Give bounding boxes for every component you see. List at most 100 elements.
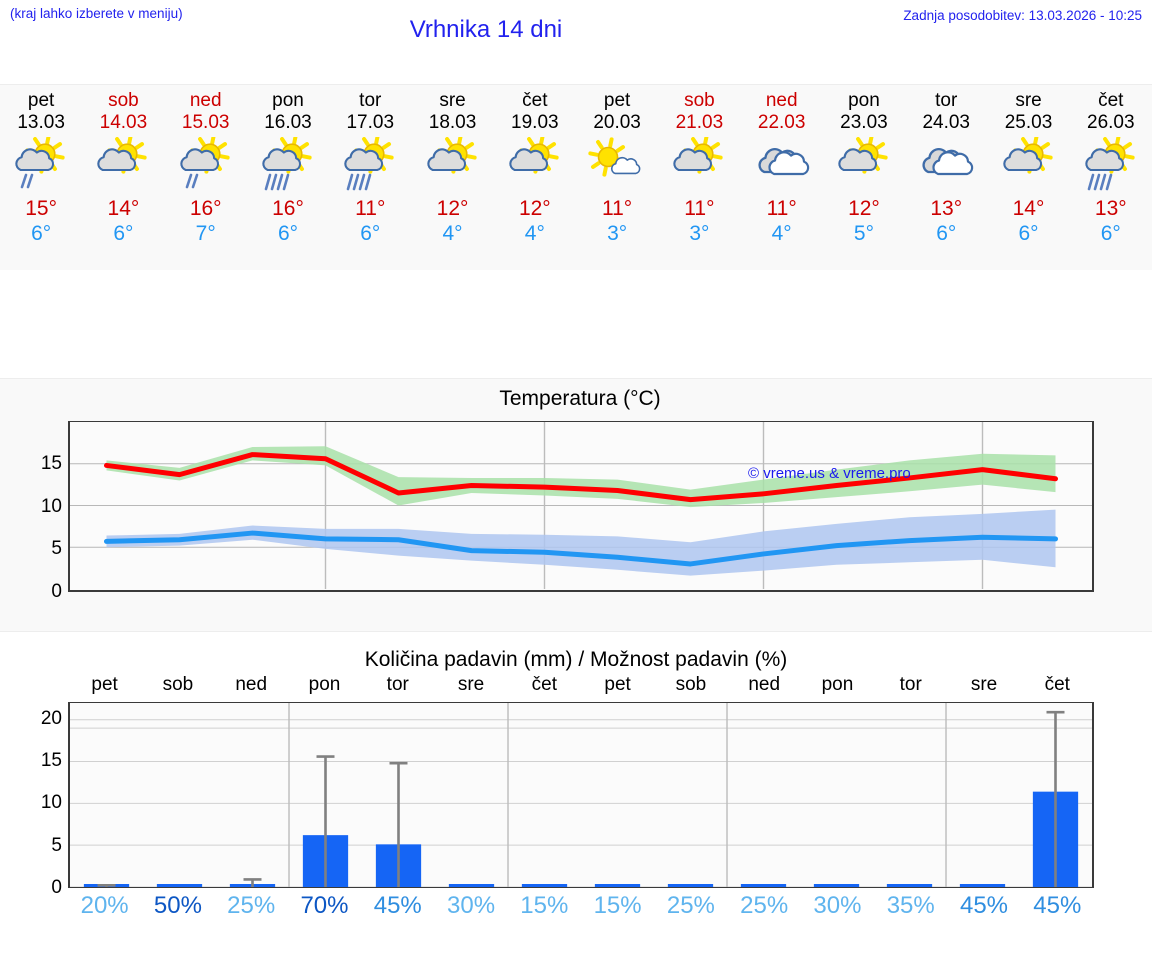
day-column-18-03[interactable]: sre 18.03 12° 4° [411, 85, 493, 270]
temperature-y-tick: 5 [51, 538, 62, 560]
day-max-temperature: 13° [1094, 197, 1127, 220]
day-min-temperature: 6° [277, 222, 299, 245]
partly-sunny-icon [1000, 135, 1058, 195]
day-date-label: 24.03 [922, 112, 970, 133]
temperature-band-0 [106, 446, 1056, 508]
cloudy-icon [917, 135, 975, 195]
day-min-temperature: 3° [607, 222, 628, 245]
day-of-week-label: čet [522, 90, 548, 111]
day-column-19-03[interactable]: čet 19.03 12° 4° [494, 85, 576, 270]
day-of-week-label: čet [1098, 90, 1124, 111]
cloudy-icon [753, 135, 811, 195]
day-date-label: 17.03 [346, 112, 395, 133]
precipitation-probability-label: 45% [1033, 892, 1082, 919]
day-column-17-03[interactable]: tor 17.03 11° 6° [329, 85, 411, 270]
precipitation-y-axis-labels: 0 5 10 15 20 [0, 702, 62, 898]
day-date-label: 23.03 [840, 112, 888, 133]
day-min-temperature: 6° [1100, 222, 1121, 245]
temperature-y-tick: 10 [40, 495, 62, 517]
precipitation-probability-label: 30% [813, 892, 862, 919]
temperature-y-tick: 0 [51, 581, 62, 602]
precipitation-y-tick: 10 [40, 792, 62, 814]
day-max-temperature: 11° [602, 197, 633, 220]
day-of-week-label: pet [603, 90, 631, 111]
day-column-21-03[interactable]: sob 21.03 11° 3° [658, 85, 740, 270]
precipitation-day-label: tor [386, 674, 409, 695]
day-date-label: 25.03 [1004, 112, 1053, 133]
precipitation-day-label: pet [91, 674, 118, 695]
day-of-week-label: ned [189, 90, 222, 111]
precipitation-bar [959, 884, 1006, 887]
precipitation-day-label: čet [531, 674, 557, 695]
day-column-24-03[interactable]: tor 24.03 13° 6° [905, 85, 987, 270]
precipitation-probability-label: 50% [153, 892, 202, 919]
watermark-text: © vreme.us & vreme.pro [748, 465, 911, 482]
partly-sunny-rain-light-icon [12, 135, 70, 195]
precipitation-day-label: čet [1044, 674, 1070, 695]
day-date-label: 14.03 [99, 112, 148, 133]
precipitation-probability-label: 70% [300, 892, 349, 919]
day-min-temperature: 3° [689, 222, 710, 245]
partly-sunny-rain-light-icon [177, 135, 235, 195]
day-column-15-03[interactable]: ned 15.03 16° 7° [165, 85, 247, 270]
day-date-label: 21.03 [675, 112, 724, 133]
day-column-22-03[interactable]: ned 22.03 11° 4° [741, 85, 823, 270]
partly-sunny-icon [506, 135, 564, 195]
precipitation-day-label: pon [308, 674, 341, 695]
day-of-week-label: ned [765, 90, 798, 111]
precipitation-bar [594, 884, 641, 887]
day-date-label: 19.03 [511, 112, 559, 133]
precipitation-probability-label: 20% [80, 892, 129, 919]
precipitation-day-labels: pet sob ned pon tor sre čet pet sob ned pon tor sre č… [68, 674, 1094, 698]
day-max-temperature: 11° [355, 197, 386, 220]
precipitation-day-label: sre [970, 674, 998, 695]
day-min-temperature: 6° [1018, 222, 1039, 245]
day-column-20-03[interactable]: pet 20.03 11° 3° [576, 85, 658, 270]
day-of-week-label: sob [684, 90, 715, 111]
day-min-temperature: 4° [771, 222, 792, 245]
day-max-temperature: 15° [25, 197, 58, 220]
day-column-25-03[interactable]: sre 25.03 14° 6° [987, 85, 1069, 270]
precipitation-bar [156, 884, 203, 887]
day-of-week-label: tor [359, 90, 382, 111]
day-date-label: 15.03 [181, 112, 230, 133]
partly-sunny-icon [94, 135, 152, 195]
day-of-week-label: sre [439, 90, 466, 111]
precipitation-probability-label: 25% [227, 892, 276, 919]
precipitation-day-label: sre [457, 674, 485, 695]
day-of-week-label: sre [1015, 90, 1042, 111]
day-min-temperature: 6° [360, 222, 381, 245]
day-column-26-03[interactable]: čet 26.03 13° 6° [1070, 85, 1152, 270]
precipitation-day-label: tor [899, 674, 922, 695]
temperature-chart-panel: Temperatura (°C) 0 5 10 15 [0, 378, 1152, 632]
day-max-temperature: 13° [930, 197, 963, 220]
precipitation-bar [813, 884, 860, 887]
day-column-23-03[interactable]: pon 23.03 12° 5° [823, 85, 905, 270]
day-column-16-03[interactable]: pon 16.03 16° 6° [247, 85, 329, 270]
precipitation-day-label: pon [821, 674, 854, 695]
day-max-temperature: 11° [766, 197, 797, 220]
precipitation-y-tick: 15 [40, 750, 62, 772]
precipitation-probability-label: 35% [886, 892, 935, 919]
partly-sunny-icon [424, 135, 482, 195]
daily-forecast-strip: pet 13.03 15° 6° sob 14.03 14° 6° ned 15.03 16° 7° p… [0, 84, 1152, 271]
precipitation-bar [667, 884, 714, 887]
spacer-band [0, 270, 1152, 378]
precipitation-chart-title: Količina padavin (mm) / Možnost padavin … [364, 648, 788, 671]
precipitation-day-label: pet [604, 674, 631, 695]
precipitation-bar [448, 884, 495, 887]
day-min-temperature: 4° [442, 222, 463, 245]
day-column-14-03[interactable]: sob 14.03 14° 6° [82, 85, 164, 270]
partly-sunny-rain-icon [341, 135, 399, 195]
day-max-temperature: 16° [189, 197, 222, 220]
precipitation-bar [521, 884, 568, 887]
temperature-y-axis-labels: 0 5 10 15 [0, 421, 62, 602]
precipitation-y-tick: 20 [40, 707, 62, 729]
day-column-13-03[interactable]: pet 13.03 15° 6° [0, 85, 82, 270]
precipitation-plot-area [68, 702, 1094, 888]
day-min-temperature: 6° [936, 222, 957, 245]
temperature-y-tick: 15 [40, 452, 62, 474]
temperature-line-0 [104, 452, 1058, 503]
day-min-temperature: 5° [853, 222, 874, 245]
day-min-temperature: 6° [31, 222, 52, 245]
